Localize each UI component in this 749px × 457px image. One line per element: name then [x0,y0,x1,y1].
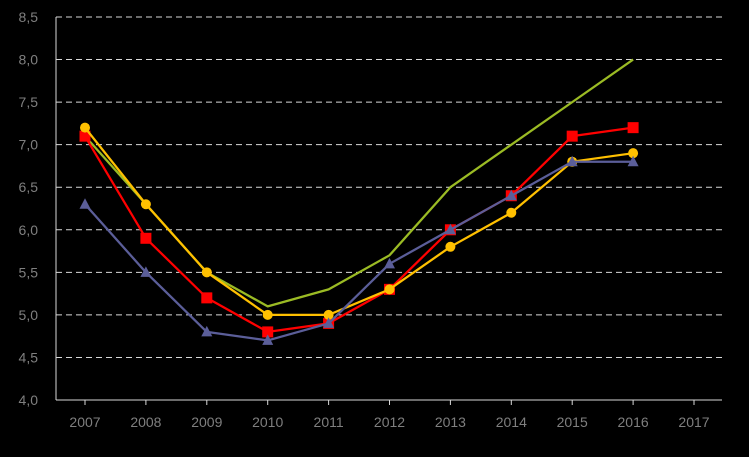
x-tick-label: 2010 [252,414,283,430]
data-point-triangle [140,266,152,277]
x-tick-label: 2016 [618,414,649,430]
y-tick-label: 8,5 [19,9,39,25]
grid-layer [56,16,722,358]
x-tick-label: 2011 [314,414,344,430]
data-point-circle [384,284,395,295]
data-point-triangle [79,198,91,209]
data-point-triangle [201,325,213,337]
data-point-square [140,232,152,244]
data-point-triangle [262,334,274,345]
data-point-square [627,122,639,134]
x-tick-label: 2014 [496,414,527,430]
data-point-circle [445,241,456,252]
data-point-circle [80,122,90,133]
x-tick-label: 2017 [678,414,709,430]
data-point-circle [201,267,212,278]
y-tick-label: 4,5 [19,349,39,365]
x-tick-label: 2007 [69,414,100,430]
data-point-triangle [384,257,395,269]
x-tick-label: 2009 [191,414,222,430]
data-point-square [262,326,274,338]
data-point-triangle [566,155,578,167]
y-tick-label: 6,0 [19,222,39,238]
data-point-triangle [323,317,335,328]
data-point-circle [628,148,639,159]
y-tick-label: 4,0 [19,392,39,408]
data-point-circle [140,199,151,210]
y-tick-label: 8,0 [19,52,39,68]
data-point-circle [262,309,273,320]
data-point-circle [323,309,334,320]
series-line-1 [84,58,634,308]
y-tick-label: 6,5 [19,179,39,195]
y-tick-label: 7,0 [19,137,39,153]
data-point-triangle [444,223,456,235]
x-tick-label: 2013 [435,414,466,430]
x-tick-label: 2008 [130,414,161,430]
series-layer [79,58,639,345]
data-point-square [201,292,213,304]
series-line-3 [84,126,634,317]
y-tick-label: 7,5 [19,94,39,110]
axis-layer: 4,0 4,5 5,0 5,5 6,0 6,5 7,0 7,5 8,0 8,5 2007 2008 20… [19,9,722,430]
series-line-4 [84,160,634,342]
data-point-square [566,130,578,142]
x-tick-label: 2012 [374,414,405,430]
series-line-2 [84,126,634,334]
data-point-square [79,130,91,142]
y-tick-label: 5,5 [19,264,39,280]
data-point-triangle [505,189,517,201]
x-tick-label: 2015 [557,414,588,430]
y-tick-label: 5,0 [19,307,39,323]
data-point-circle [506,207,517,218]
data-point-triangle [627,155,639,167]
